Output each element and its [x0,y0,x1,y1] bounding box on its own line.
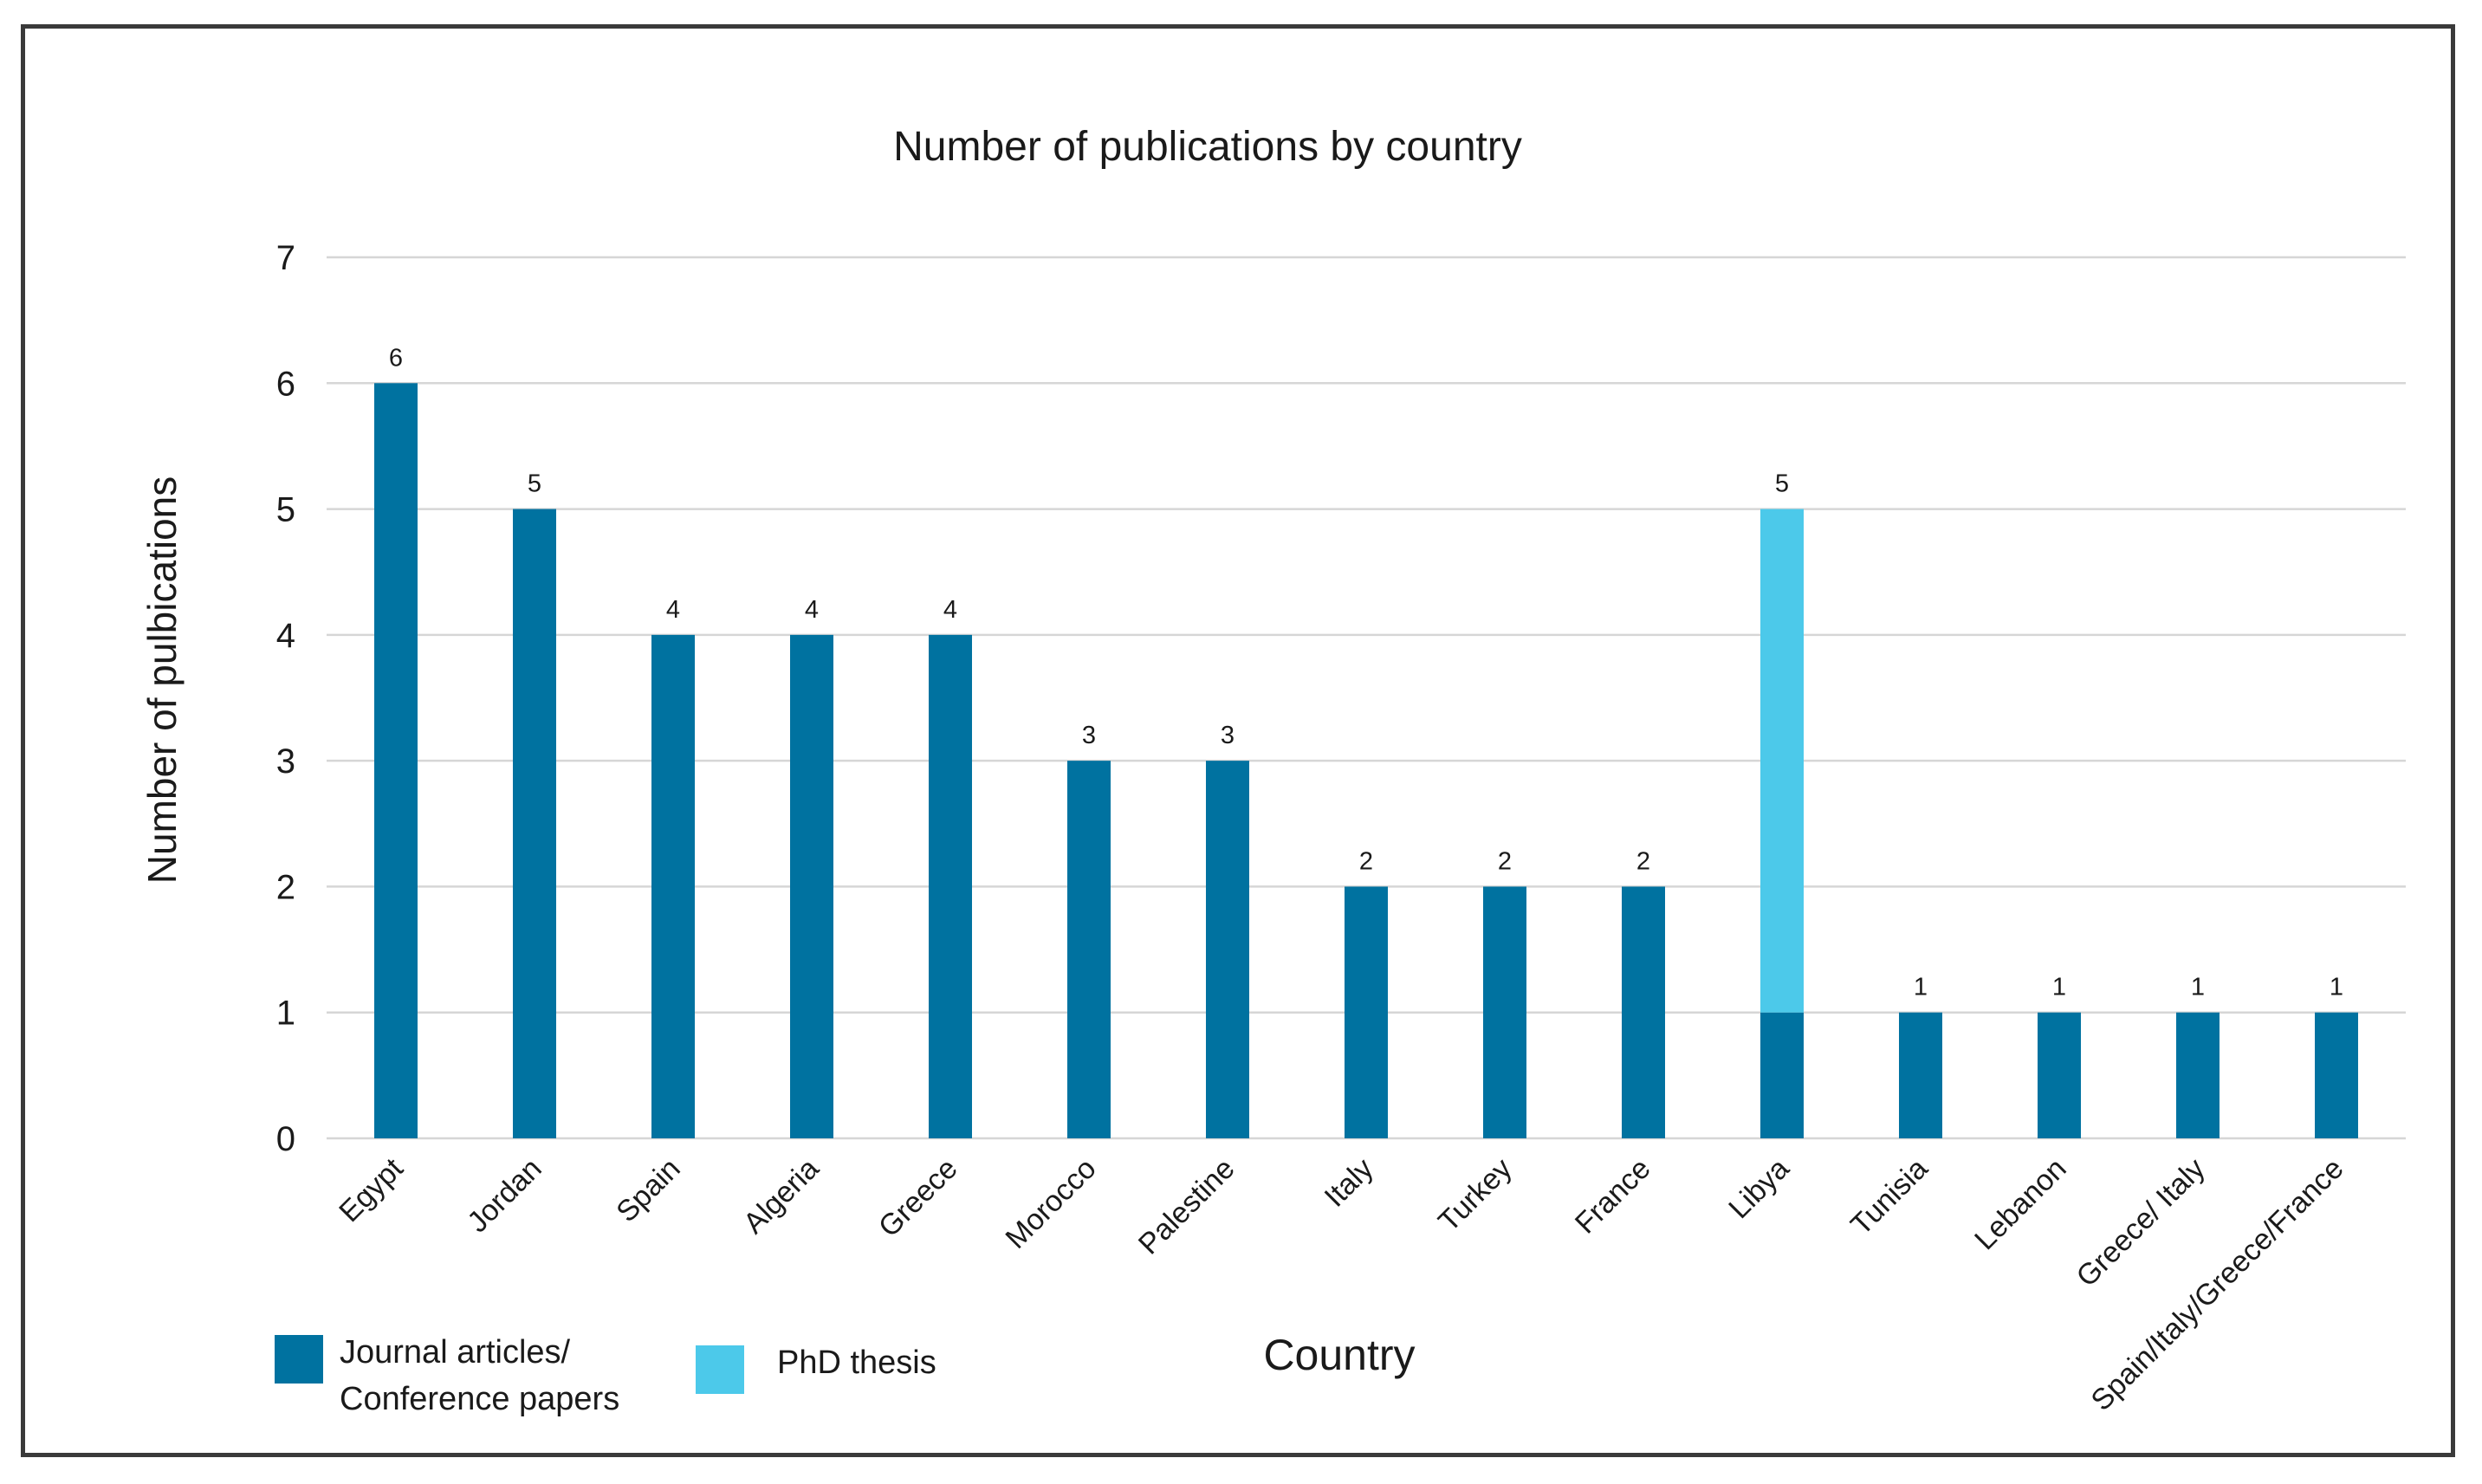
bar-italy-journal [1345,886,1388,1138]
bar-jordan-journal [513,509,556,1138]
legend-label: Journal articles/ [340,1334,571,1371]
data-label: 1 [2052,974,2066,1001]
data-label: 3 [1221,722,1235,749]
bar-libya-journal [1760,1012,1804,1138]
data-label: 5 [528,470,541,498]
bar-spain-journal [651,634,695,1138]
x-category-label: Morocco [1000,1152,1103,1255]
legend-swatch [275,1335,323,1384]
data-label: 6 [389,344,403,372]
bar-algeria-journal [790,634,833,1138]
y-axis-title: Number of pulbications [139,476,185,884]
bar-egypt-journal [374,383,418,1138]
data-label: 4 [943,596,957,624]
data-label: 1 [1914,974,1928,1001]
data-label: 5 [1775,470,1789,498]
bar-greece-italy-journal [2176,1012,2220,1138]
data-label: 3 [1082,722,1096,749]
data-label: 4 [666,596,680,624]
y-tick-label: 5 [276,491,295,529]
data-label: 4 [805,596,819,624]
data-label: 2 [1636,847,1650,875]
y-tick-label: 0 [276,1120,295,1158]
y-tick-label: 2 [276,868,295,906]
x-category-label: Spain/Italy/Greece/France [2085,1152,2350,1417]
chart: Number of publications by country 0 1 2 3 4 5… [139,124,2406,1417]
bar-greece-journal [929,634,972,1138]
bar-france-journal [1622,886,1665,1138]
data-label: 2 [1359,847,1373,875]
bar-turkey-journal [1483,886,1526,1138]
data-labels: 6 5 4 4 4 3 3 2 2 2 5 1 1 1 1 [389,344,2343,1001]
bar-palestine-journal [1206,761,1249,1138]
x-category-label: Palestine [1132,1152,1241,1261]
legend: Journal articles/Conference papers PhD th… [275,1334,936,1417]
data-label: 2 [1498,847,1512,875]
bar-lebanon-journal [2038,1012,2081,1138]
bars [374,383,2358,1138]
bar-tunisia-journal [1899,1012,1942,1138]
y-tick-label: 3 [276,742,295,781]
x-category-label: Algeria [737,1152,826,1241]
y-tick-label: 7 [276,239,295,277]
data-label: 1 [2191,974,2205,1001]
legend-label: Conference papers [340,1381,619,1417]
bar-morocco-journal [1067,761,1111,1138]
legend-swatch [696,1345,744,1394]
x-axis-title: Country [1263,1331,1415,1379]
bar-libya-phd [1760,509,1804,1013]
x-category-label: Greece/ Italy [2070,1152,2211,1293]
y-tick-label: 6 [276,365,295,403]
x-category-label: Greece [872,1152,964,1244]
x-category-label: Tunisia [1844,1152,1934,1242]
data-label: 1 [2330,974,2343,1001]
y-tick-label: 1 [276,995,295,1033]
y-tick-label: 4 [276,617,295,655]
x-category-label: Spain [610,1152,686,1228]
chart-frame: Number of publications by country 0 1 2 3 4 5… [21,24,2455,1457]
x-category-label: Libya [1722,1152,1795,1225]
x-category-label: Italy [1319,1152,1380,1214]
x-category-label: Turkey [1432,1152,1518,1238]
x-category-label: France [1569,1152,1657,1241]
chart-title: Number of publications by country [893,124,1522,170]
y-axis-ticks: 0 1 2 3 4 5 6 7 [276,239,295,1158]
x-category-label: Egypt [333,1151,410,1228]
bar-spain-italy-greece-france-journal [2315,1012,2358,1138]
x-category-label: Jordan [461,1152,548,1239]
legend-label: PhD thesis [777,1345,936,1381]
x-category-label: Lebanon [1968,1152,2072,1256]
